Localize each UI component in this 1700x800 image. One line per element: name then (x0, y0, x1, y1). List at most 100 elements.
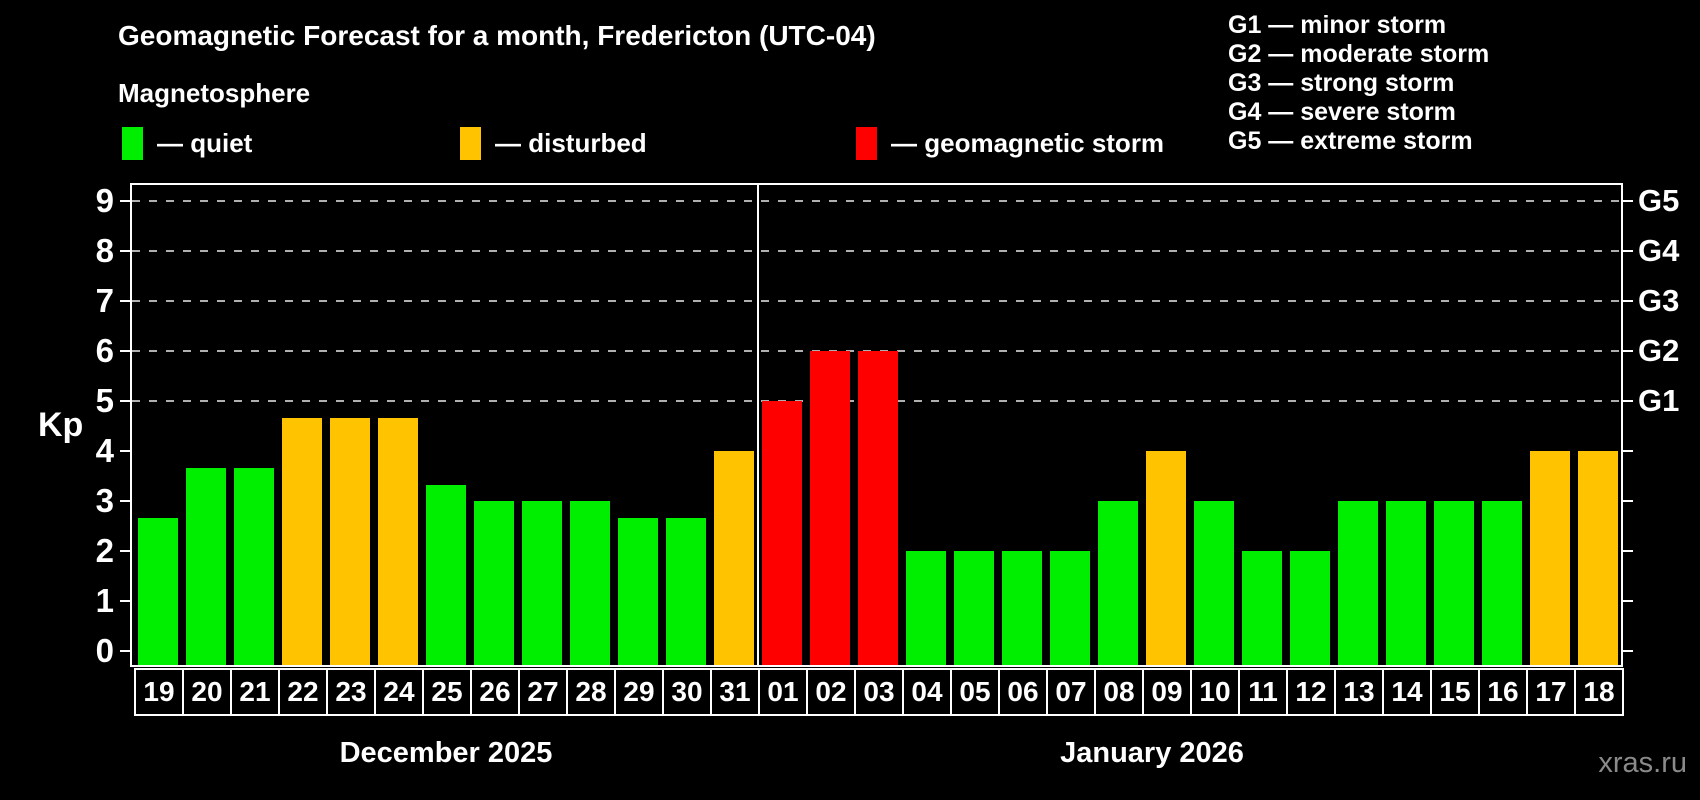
legend-label-storm: — geomagnetic storm (891, 127, 1165, 158)
date-label-dec-20: 20 (182, 668, 232, 716)
y-axis-left-tick-8 (120, 250, 130, 252)
date-label-jan-13: 13 (1334, 668, 1384, 716)
y-axis-label-6: 6 (95, 332, 114, 369)
y-axis-label-9: 9 (95, 182, 114, 219)
kp-bar-jan-18 (1578, 451, 1618, 665)
date-label-jan-09: 09 (1142, 668, 1192, 716)
kp-bar-dec-31 (714, 451, 754, 665)
legend-label-quiet: — quiet (157, 127, 253, 158)
y-axis-right-tick-8 (1623, 250, 1633, 252)
y-axis-left-tick-1 (120, 600, 130, 602)
g-scale-label-g5: G5 (1638, 183, 1680, 218)
date-label-jan-12: 12 (1286, 668, 1336, 716)
plot-area (130, 183, 1623, 667)
gridline-kp9 (132, 200, 1621, 202)
y-axis-label-2: 2 (95, 532, 114, 569)
g-scale-legend-g5: G5 — extreme storm (1228, 127, 1473, 155)
kp-bar-dec-26 (474, 501, 514, 665)
y-axis-left-tick-5 (120, 400, 130, 402)
y-axis-right-tick-1 (1623, 600, 1633, 602)
date-label-jan-14: 14 (1382, 668, 1432, 716)
date-label-jan-11: 11 (1238, 668, 1288, 716)
g-scale-label-g2: G2 (1638, 333, 1680, 368)
y-axis-label-7: 7 (95, 282, 114, 319)
date-label-jan-17: 17 (1526, 668, 1576, 716)
kp-bar-jan-17 (1530, 451, 1570, 665)
kp-bar-jan-09 (1146, 451, 1186, 665)
magnetosphere-legend: — quiet — disturbed — geomagnetic storm (0, 121, 1164, 165)
date-label-dec-21: 21 (230, 668, 280, 716)
chart-subtitle: Magnetosphere (118, 78, 311, 108)
kp-bar-dec-24 (378, 417, 418, 665)
date-label-dec-31: 31 (710, 668, 760, 716)
kp-bar-dec-29 (618, 517, 658, 665)
y-axis-right-tick-9 (1623, 200, 1633, 202)
watermark: xras.ru (1598, 747, 1687, 779)
y-axis-right-tick-5 (1623, 400, 1633, 402)
date-label-jan-18: 18 (1574, 668, 1624, 716)
date-label-jan-03: 03 (854, 668, 904, 716)
y-axis-label-4: 4 (95, 432, 114, 469)
kp-bar-jan-14 (1386, 501, 1426, 665)
g-scale-label-g3: G3 (1638, 283, 1680, 318)
date-label-jan-15: 15 (1430, 668, 1480, 716)
date-label-jan-16: 16 (1478, 668, 1528, 716)
gridline-kp7 (132, 300, 1621, 302)
y-axis-label-5: 5 (95, 382, 114, 419)
date-label-dec-26: 26 (470, 668, 520, 716)
y-axis-label-1: 1 (95, 582, 114, 619)
date-label-dec-29: 29 (614, 668, 664, 716)
legend-item-storm: — geomagnetic storm (856, 121, 1164, 165)
legend-item-quiet: — quiet (122, 121, 252, 165)
date-label-jan-08: 08 (1094, 668, 1144, 716)
kp-bar-dec-22 (282, 417, 322, 665)
y-axis-label-8: 8 (95, 232, 114, 269)
gridline-kp8 (132, 250, 1621, 252)
y-axis-left-tick-0 (120, 650, 130, 652)
g-scale-legend-g3: G3 — strong storm (1228, 69, 1455, 97)
date-label-dec-22: 22 (278, 668, 328, 716)
kp-bar-dec-28 (570, 501, 610, 665)
date-label-jan-04: 04 (902, 668, 952, 716)
g-scale-label-g4: G4 (1638, 233, 1680, 268)
disturbed-color-swatch (460, 126, 481, 160)
y-axis-right-tick-3 (1623, 500, 1633, 502)
date-label-dec-24: 24 (374, 668, 424, 716)
quiet-color-swatch (122, 126, 143, 160)
y-axis-label-3: 3 (95, 482, 114, 519)
date-label-jan-07: 07 (1046, 668, 1096, 716)
kp-bar-jan-03 (858, 351, 898, 665)
date-label-dec-30: 30 (662, 668, 712, 716)
kp-bar-jan-10 (1194, 501, 1234, 665)
kp-bar-jan-05 (954, 551, 994, 665)
date-label-dec-23: 23 (326, 668, 376, 716)
kp-bar-dec-25 (426, 484, 466, 665)
g-scale-legend-g1: G1 — minor storm (1228, 11, 1447, 39)
kp-bar-jan-02 (810, 351, 850, 665)
y-axis-title: Kp (38, 406, 84, 444)
kp-bar-dec-20 (186, 467, 226, 665)
date-label-dec-27: 27 (518, 668, 568, 716)
y-axis-right-tick-2 (1623, 550, 1633, 552)
kp-bar-dec-27 (522, 501, 562, 665)
g-scale-legend: G1 — minor storm G2 — moderate storm G3 … (1228, 11, 1489, 156)
y-axis-left-tick-2 (120, 550, 130, 552)
kp-bar-jan-06 (1002, 551, 1042, 665)
date-label-jan-06: 06 (998, 668, 1048, 716)
kp-bar-dec-21 (234, 467, 274, 665)
month-separator-line (757, 185, 759, 665)
legend-item-disturbed: — disturbed (460, 121, 647, 165)
month-label-january: January 2026 (1060, 737, 1244, 769)
legend-label-disturbed: — disturbed (495, 127, 647, 158)
g-scale-legend-g2: G2 — moderate storm (1228, 40, 1490, 68)
kp-bar-jan-16 (1482, 501, 1522, 665)
y-axis-left-tick-7 (120, 300, 130, 302)
date-label-jan-02: 02 (806, 668, 856, 716)
y-axis-right-tick-0 (1623, 650, 1633, 652)
kp-bar-jan-04 (906, 551, 946, 665)
kp-bar-jan-12 (1290, 551, 1330, 665)
y-axis-left-tick-6 (120, 350, 130, 352)
kp-bar-dec-23 (330, 417, 370, 665)
y-axis-left-tick-4 (120, 450, 130, 452)
